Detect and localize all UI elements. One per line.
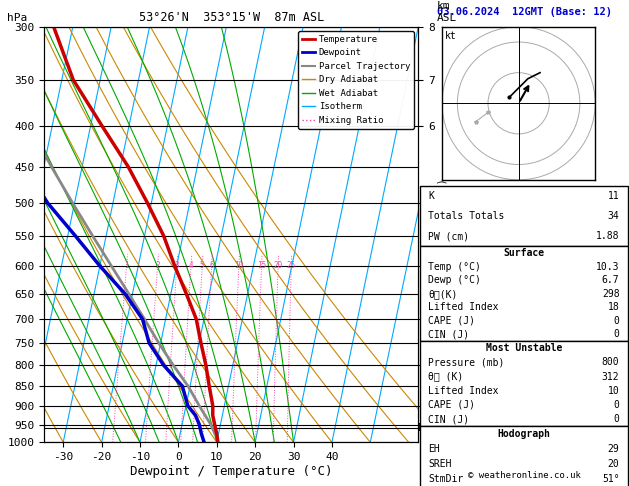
Text: 6.7: 6.7 xyxy=(602,275,620,285)
Text: 0: 0 xyxy=(613,400,620,410)
Text: Dewp (°C): Dewp (°C) xyxy=(428,275,481,285)
Text: 0: 0 xyxy=(613,330,620,339)
Text: 25: 25 xyxy=(287,261,296,270)
Text: CAPE (J): CAPE (J) xyxy=(428,316,476,326)
Y-axis label: Mixing Ratio (g/kg): Mixing Ratio (g/kg) xyxy=(438,179,448,290)
Text: CIN (J): CIN (J) xyxy=(428,330,470,339)
Text: Most Unstable: Most Unstable xyxy=(486,343,562,353)
Title: 53°26'N  353°15'W  87m ASL: 53°26'N 353°15'W 87m ASL xyxy=(138,11,324,24)
Text: 1: 1 xyxy=(124,261,129,270)
Text: Pressure (mb): Pressure (mb) xyxy=(428,357,505,367)
Text: CAPE (J): CAPE (J) xyxy=(428,400,476,410)
FancyBboxPatch shape xyxy=(420,341,628,426)
Text: SREH: SREH xyxy=(428,459,452,469)
Text: Lifted Index: Lifted Index xyxy=(428,386,499,396)
Text: 15: 15 xyxy=(257,261,266,270)
Text: Lifted Index: Lifted Index xyxy=(428,302,499,312)
Text: Totals Totals: Totals Totals xyxy=(428,211,505,221)
Text: 1.88: 1.88 xyxy=(596,231,620,241)
Text: 03.06.2024  12GMT (Base: 12): 03.06.2024 12GMT (Base: 12) xyxy=(437,7,612,17)
Text: θᴇ(K): θᴇ(K) xyxy=(428,289,458,299)
Text: © weatheronline.co.uk: © weatheronline.co.uk xyxy=(467,471,581,480)
Text: 0: 0 xyxy=(613,414,620,424)
X-axis label: Dewpoint / Temperature (°C): Dewpoint / Temperature (°C) xyxy=(130,465,332,478)
Text: 34: 34 xyxy=(608,211,620,221)
Text: 0: 0 xyxy=(613,316,620,326)
Text: 10: 10 xyxy=(608,386,620,396)
Text: CIN (J): CIN (J) xyxy=(428,414,470,424)
Text: 800: 800 xyxy=(602,357,620,367)
Text: kt: kt xyxy=(445,31,457,41)
Legend: Temperature, Dewpoint, Parcel Trajectory, Dry Adiabat, Wet Adiabat, Isotherm, Mi: Temperature, Dewpoint, Parcel Trajectory… xyxy=(298,31,414,129)
Text: hPa: hPa xyxy=(7,13,27,22)
FancyBboxPatch shape xyxy=(420,186,628,246)
Text: Surface: Surface xyxy=(503,248,545,258)
FancyBboxPatch shape xyxy=(420,246,628,341)
Text: 298: 298 xyxy=(602,289,620,299)
Text: km
ASL: km ASL xyxy=(437,1,457,22)
Text: 6: 6 xyxy=(209,261,214,270)
Text: 10.3: 10.3 xyxy=(596,261,620,272)
Text: PW (cm): PW (cm) xyxy=(428,231,470,241)
Text: Temp (°C): Temp (°C) xyxy=(428,261,481,272)
Text: 3: 3 xyxy=(174,261,179,270)
Text: 20: 20 xyxy=(274,261,283,270)
Text: 51°: 51° xyxy=(602,474,620,484)
Text: EH: EH xyxy=(428,444,440,454)
Text: 2: 2 xyxy=(155,261,160,270)
Text: 312: 312 xyxy=(602,372,620,382)
Text: 29: 29 xyxy=(608,444,620,454)
Text: θᴇ (K): θᴇ (K) xyxy=(428,372,464,382)
Text: LCL: LCL xyxy=(418,423,436,433)
Text: StmDir: StmDir xyxy=(428,474,464,484)
Text: 4: 4 xyxy=(189,261,193,270)
Text: 11: 11 xyxy=(608,191,620,201)
Text: Hodograph: Hodograph xyxy=(498,429,550,439)
Text: 10: 10 xyxy=(234,261,243,270)
Text: 18: 18 xyxy=(608,302,620,312)
Text: 20: 20 xyxy=(608,459,620,469)
Text: 5: 5 xyxy=(200,261,204,270)
FancyBboxPatch shape xyxy=(420,426,628,486)
Text: K: K xyxy=(428,191,435,201)
